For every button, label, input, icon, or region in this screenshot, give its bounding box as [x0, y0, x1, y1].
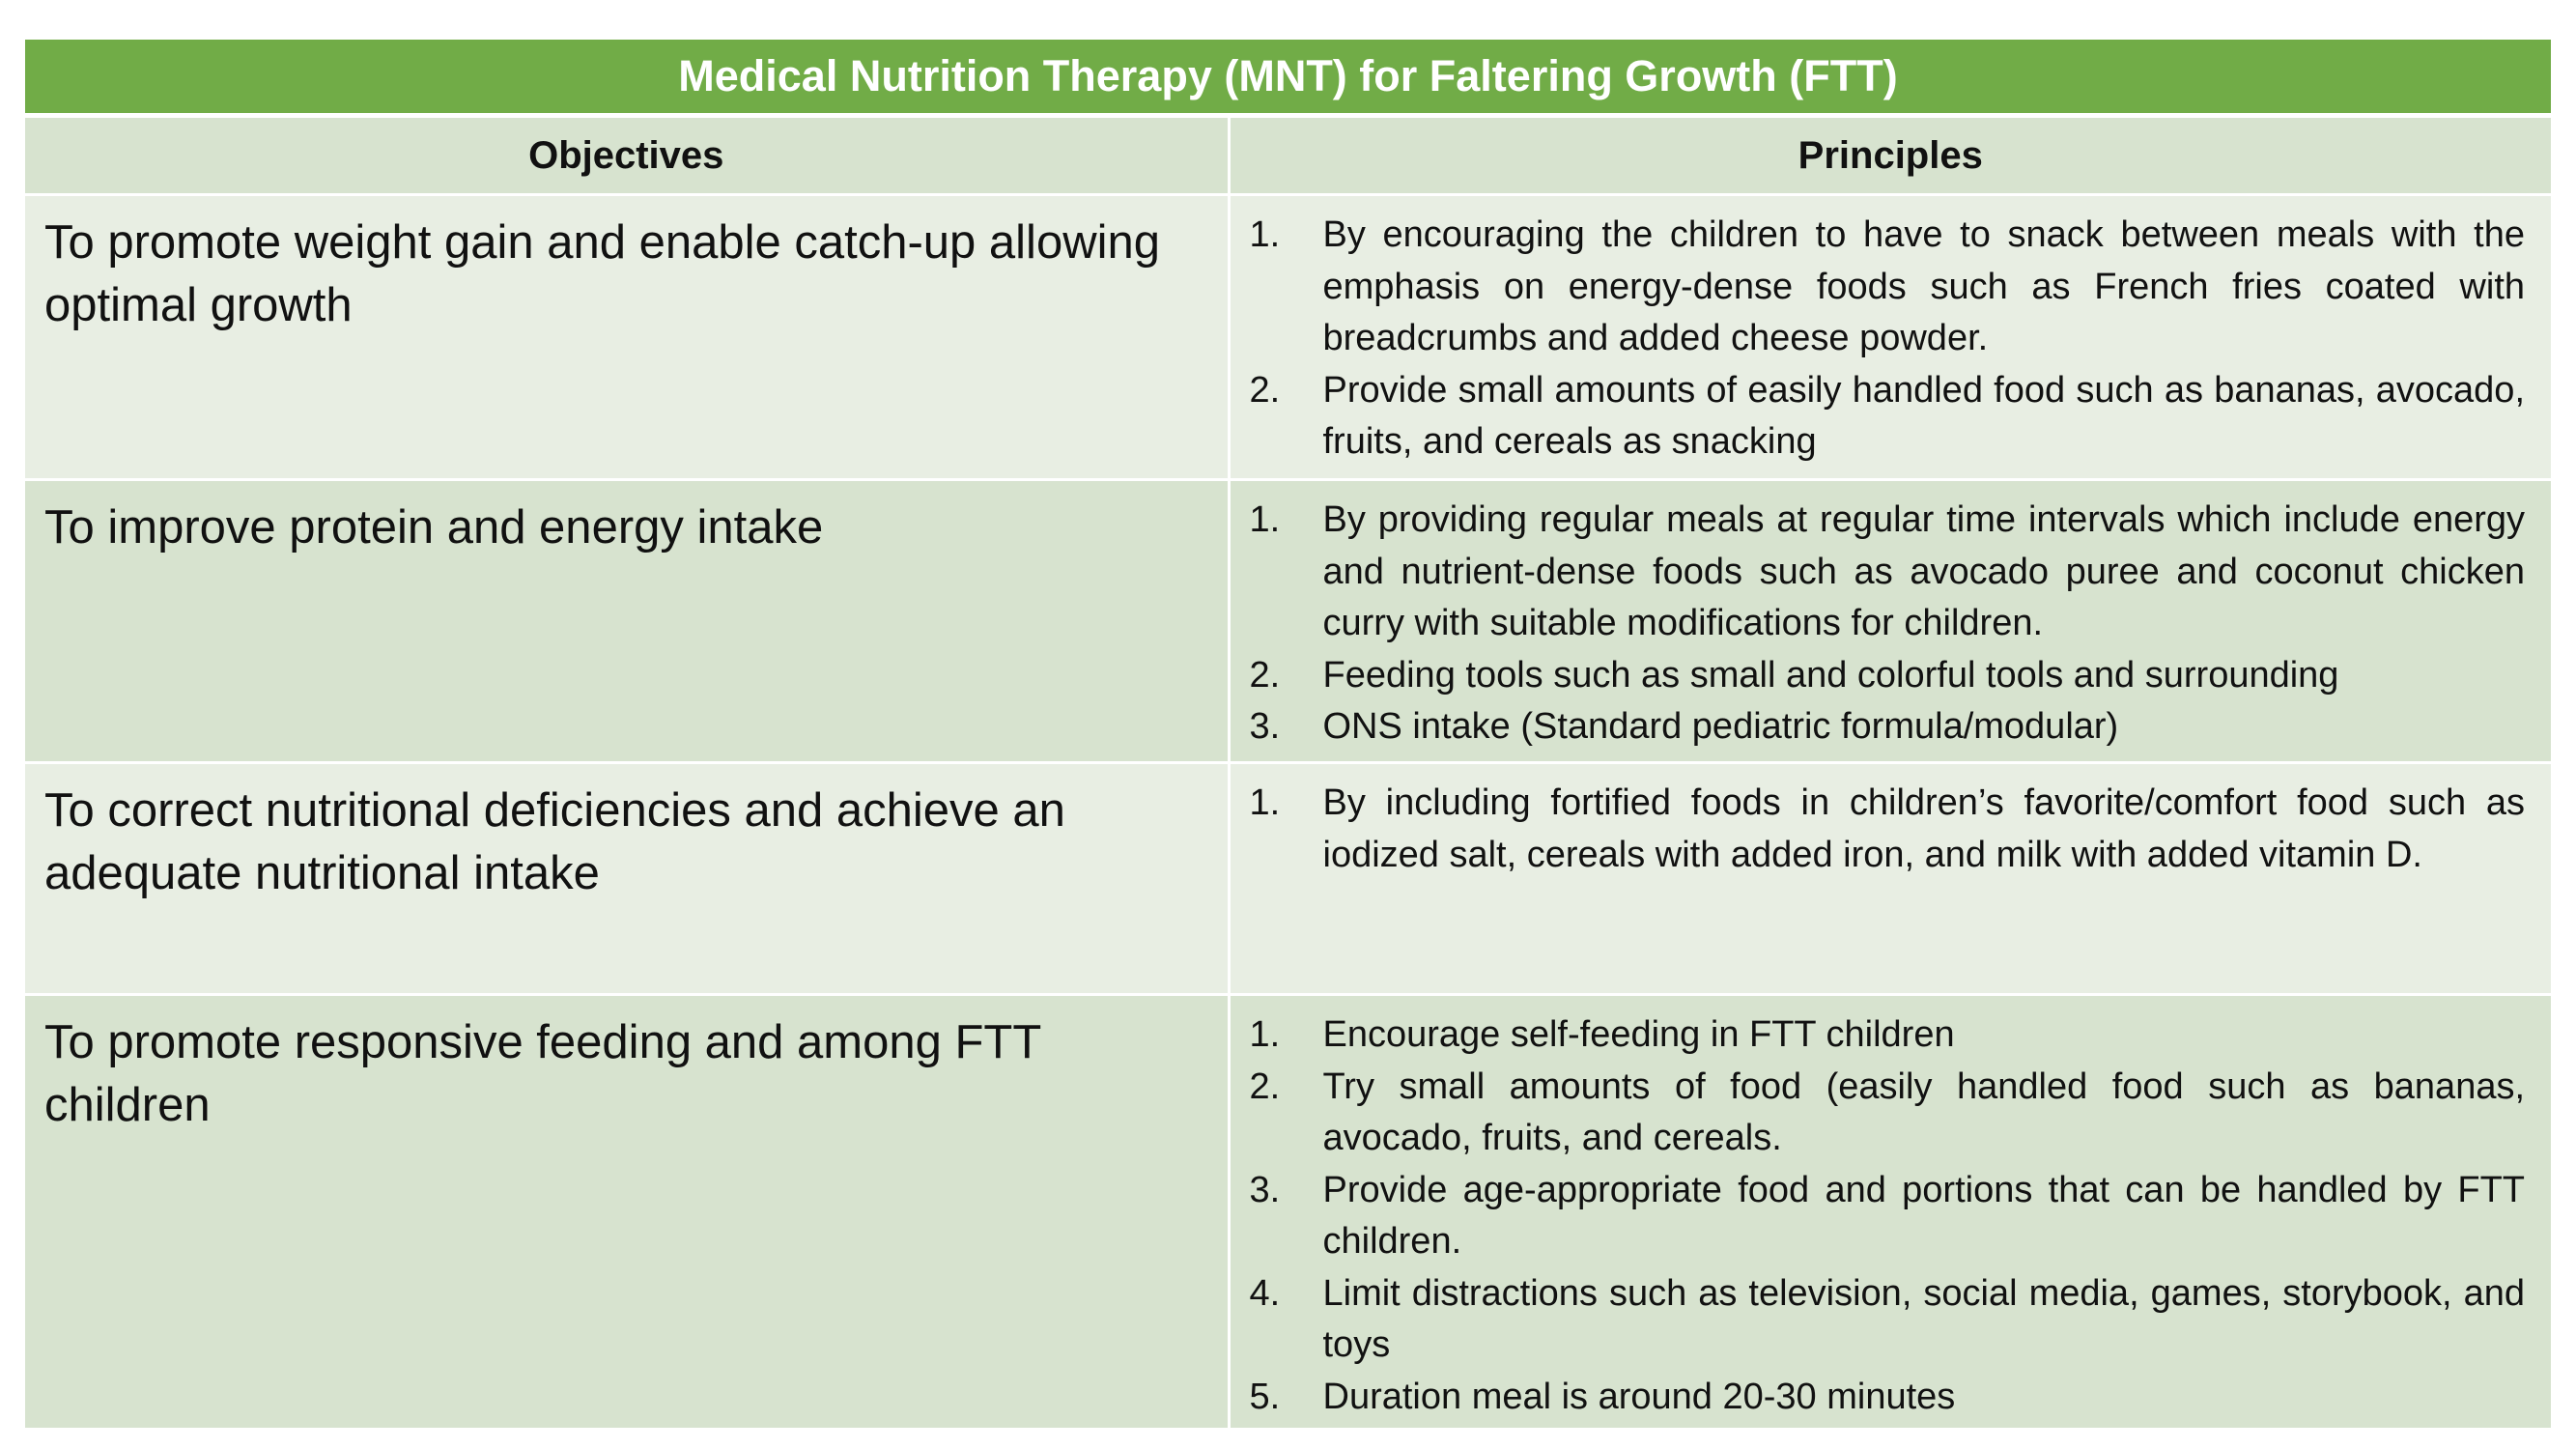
item-number: 2. — [1249, 369, 1281, 411]
objective-cell: To promote weight gain and enable catch-… — [25, 194, 1231, 481]
item-number: 3. — [1249, 1169, 1281, 1210]
item-number: 2. — [1249, 1065, 1281, 1107]
item-number: 5. — [1249, 1376, 1281, 1417]
item-number: 1. — [1249, 1014, 1281, 1055]
item-text: ONS intake (Standard pediatric formula/m… — [1322, 706, 2119, 747]
header-row: Objectives Principles — [25, 115, 2552, 196]
item-number: 4. — [1249, 1272, 1281, 1314]
item-text: Provide small amounts of easily handled … — [1322, 369, 2526, 463]
principles-list: 1. By encouraging the children to have t… — [1231, 210, 2526, 469]
list-item: 5. Duration meal is around 20-30 minutes — [1231, 1372, 2526, 1424]
list-item: 1. By including fortified foods in child… — [1231, 778, 2526, 881]
item-text: By encouraging the children to have to s… — [1322, 214, 2526, 358]
table-row: To improve protein and energy intake 1. … — [25, 479, 2552, 764]
principles-cell: 1. Encourage self-feeding in FTT childre… — [1229, 994, 2552, 1431]
principles-header: Principles — [1229, 115, 2552, 196]
title-row: Medical Nutrition Therapy (MNT) for Falt… — [25, 40, 2552, 118]
list-item: 1. By providing regular meals at regular… — [1231, 495, 2526, 650]
item-text: By providing regular meals at regular ti… — [1322, 499, 2526, 643]
list-item: 1. Encourage self-feeding in FTT childre… — [1231, 1009, 2526, 1062]
objective-cell: To promote responsive feeding and among … — [25, 994, 1231, 1431]
item-number: 1. — [1249, 214, 1281, 255]
table-row: To correct nutritional deficiencies and … — [25, 762, 2552, 996]
list-item: 2. Feeding tools such as small and color… — [1231, 650, 2526, 702]
item-number: 1. — [1249, 499, 1281, 540]
mnt-table: Medical Nutrition Therapy (MNT) for Falt… — [25, 40, 2552, 1431]
item-text: Try small amounts of food (easily handle… — [1322, 1065, 2526, 1159]
table-title: Medical Nutrition Therapy (MNT) for Falt… — [25, 40, 2552, 118]
principles-list: 1. By providing regular meals at regular… — [1231, 495, 2526, 753]
principles-list: 1. By including fortified foods in child… — [1231, 778, 2526, 881]
table-row: To promote weight gain and enable catch-… — [25, 194, 2552, 481]
item-number: 2. — [1249, 654, 1281, 696]
objective-cell: To correct nutritional deficiencies and … — [25, 762, 1231, 996]
principles-cell: 1. By including fortified foods in child… — [1229, 762, 2552, 996]
item-number: 3. — [1249, 706, 1281, 747]
item-number: 1. — [1249, 782, 1281, 823]
list-item: 3. ONS intake (Standard pediatric formul… — [1231, 701, 2526, 753]
item-text: Duration meal is around 20-30 minutes — [1322, 1376, 1956, 1417]
item-text: Limit distractions such as television, s… — [1322, 1272, 2526, 1366]
table-row: To promote responsive feeding and among … — [25, 994, 2552, 1431]
objective-cell: To improve protein and energy intake — [25, 479, 1231, 764]
list-item: 4. Limit distractions such as television… — [1231, 1268, 2526, 1372]
list-item: 3. Provide age-appropriate food and port… — [1231, 1165, 2526, 1268]
principles-cell: 1. By encouraging the children to have t… — [1229, 194, 2552, 481]
item-text: Encourage self-feeding in FTT children — [1322, 1014, 1955, 1055]
principles-cell: 1. By providing regular meals at regular… — [1229, 479, 2552, 764]
list-item: 1. By encouraging the children to have t… — [1231, 210, 2526, 365]
objectives-header: Objectives — [25, 115, 1231, 196]
list-item: 2. Try small amounts of food (easily han… — [1231, 1062, 2526, 1165]
item-text: By including fortified foods in children… — [1322, 782, 2526, 875]
item-text: Provide age-appropriate food and portion… — [1322, 1169, 2526, 1263]
list-item: 2. Provide small amounts of easily handl… — [1231, 365, 2526, 469]
principles-list: 1. Encourage self-feeding in FTT childre… — [1231, 1009, 2526, 1423]
item-text: Feeding tools such as small and colorful… — [1322, 654, 2339, 696]
